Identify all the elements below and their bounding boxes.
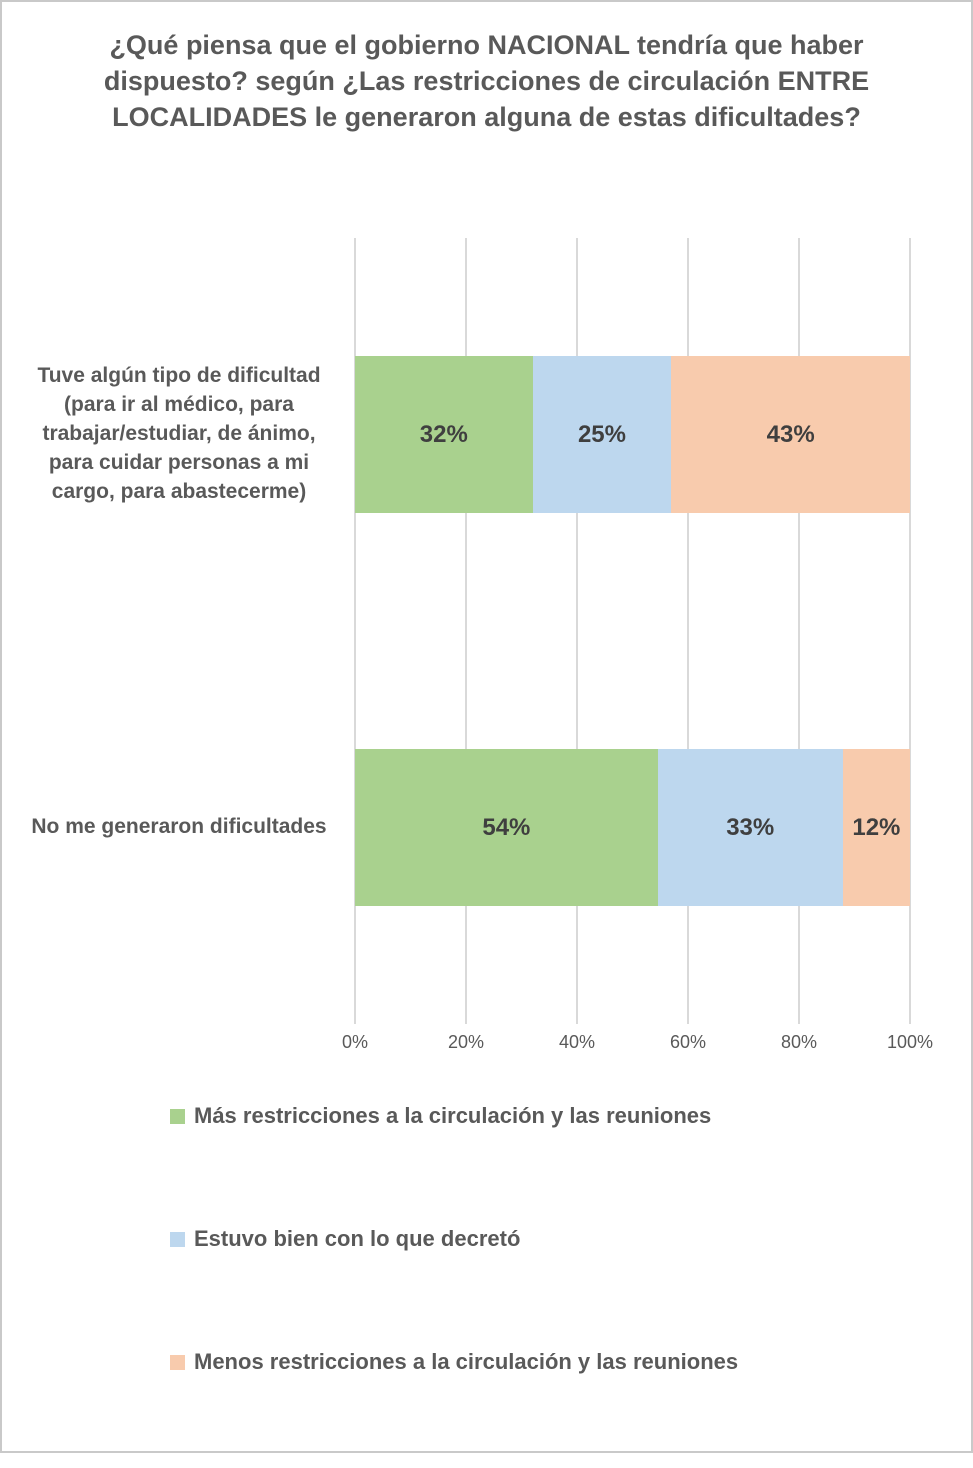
bar-value-label: 54% [482, 813, 531, 841]
category-label: Tuve algún tipo de dificultad (para ir a… [37, 364, 321, 503]
gridline [687, 238, 689, 1024]
legend-swatch [170, 1354, 185, 1370]
gridline [798, 238, 800, 1024]
bar-segment: 33% [657, 749, 843, 906]
category-labels: Tuve algún tipo de dificultad (para ir a… [18, 238, 340, 1024]
gridline [576, 238, 578, 1024]
bar-value-label: 33% [726, 813, 775, 841]
legend-swatch [170, 1231, 185, 1247]
bar-band: 54% 33% 12% [355, 631, 910, 1024]
bar-segment: 12% [842, 749, 910, 906]
legend-label: Menos restricciones a la circulación y l… [194, 1349, 739, 1374]
bar-segment: 25% [532, 356, 672, 513]
legend: Más restricciones a la circulación y las… [170, 1099, 738, 1468]
stacked-bar: 54% 33% 12% [355, 749, 910, 906]
x-axis-tick-label: 0% [341, 1032, 369, 1052]
legend-item: Más restricciones a la circulación y las… [170, 1099, 738, 1133]
bar-segment: 54% [355, 749, 658, 906]
bar-segment: 43% [671, 356, 910, 513]
bar-band: 32% 25% 43% [355, 238, 910, 631]
x-axis-tick-label: 80% [780, 1032, 818, 1052]
x-axis-tick-label: 40% [558, 1032, 596, 1052]
gridline [354, 238, 356, 1024]
legend-label: Estuvo bien con lo que decretó [194, 1226, 521, 1251]
bar-value-label: 43% [766, 420, 815, 448]
legend-swatch [170, 1108, 185, 1124]
legend-item: Menos restricciones a la circulación y l… [170, 1345, 738, 1379]
bar-value-label: 32% [419, 420, 468, 448]
category-label: No me generaron dificultades [31, 815, 327, 839]
gridline [909, 238, 911, 1024]
bar-rows: 32% 25% 43% 54% 33% 12% [355, 238, 910, 1024]
bar-value-label: 12% [852, 813, 901, 841]
x-axis-tick-label: 100% [886, 1032, 934, 1052]
chart-title: ¿Qué piensa que el gobierno NACIONAL ten… [103, 30, 870, 132]
bar-segment: 32% [355, 356, 533, 513]
bar-value-label: 25% [577, 420, 626, 448]
x-axis-tick-label: 60% [669, 1032, 707, 1052]
legend-label: Más restricciones a la circulación y las… [194, 1103, 712, 1128]
legend-item: Estuvo bien con lo que decretó [170, 1222, 738, 1256]
gridline [465, 238, 467, 1024]
x-axis-tick-label: 20% [447, 1032, 485, 1052]
x-axis: 0% 20% 40% 60% 80% 100% [342, 1032, 933, 1056]
plot-area: 32% 25% 43% 54% 33% 12% [354, 238, 911, 1024]
stacked-bar: 32% 25% 43% [355, 356, 910, 513]
